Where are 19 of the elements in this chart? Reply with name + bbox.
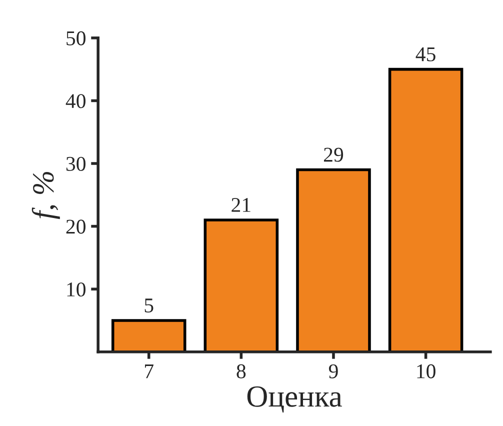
y-tick-label: 50	[66, 31, 86, 46]
y-tick-label: 20	[66, 220, 86, 234]
y-tick-label: 30	[66, 156, 86, 171]
x-tick-label: 9	[328, 364, 338, 378]
bar	[204, 218, 279, 352]
y-tick-label: 40	[66, 94, 86, 108]
data-label: 21	[232, 198, 250, 212]
bar	[111, 319, 186, 352]
bar	[296, 168, 371, 352]
data-label: 5	[144, 298, 154, 312]
bar	[388, 68, 464, 352]
y-tick-label: 10	[67, 282, 86, 297]
x-tick-label: 10	[417, 364, 436, 378]
data-label: 29	[324, 148, 344, 162]
y-axis-title: f, %	[32, 172, 60, 220]
data-label: 45	[416, 47, 436, 62]
x-tick-label: 8	[236, 364, 246, 378]
x-tick-label: 7	[145, 364, 154, 378]
x-axis-title: Оценка	[247, 386, 342, 412]
